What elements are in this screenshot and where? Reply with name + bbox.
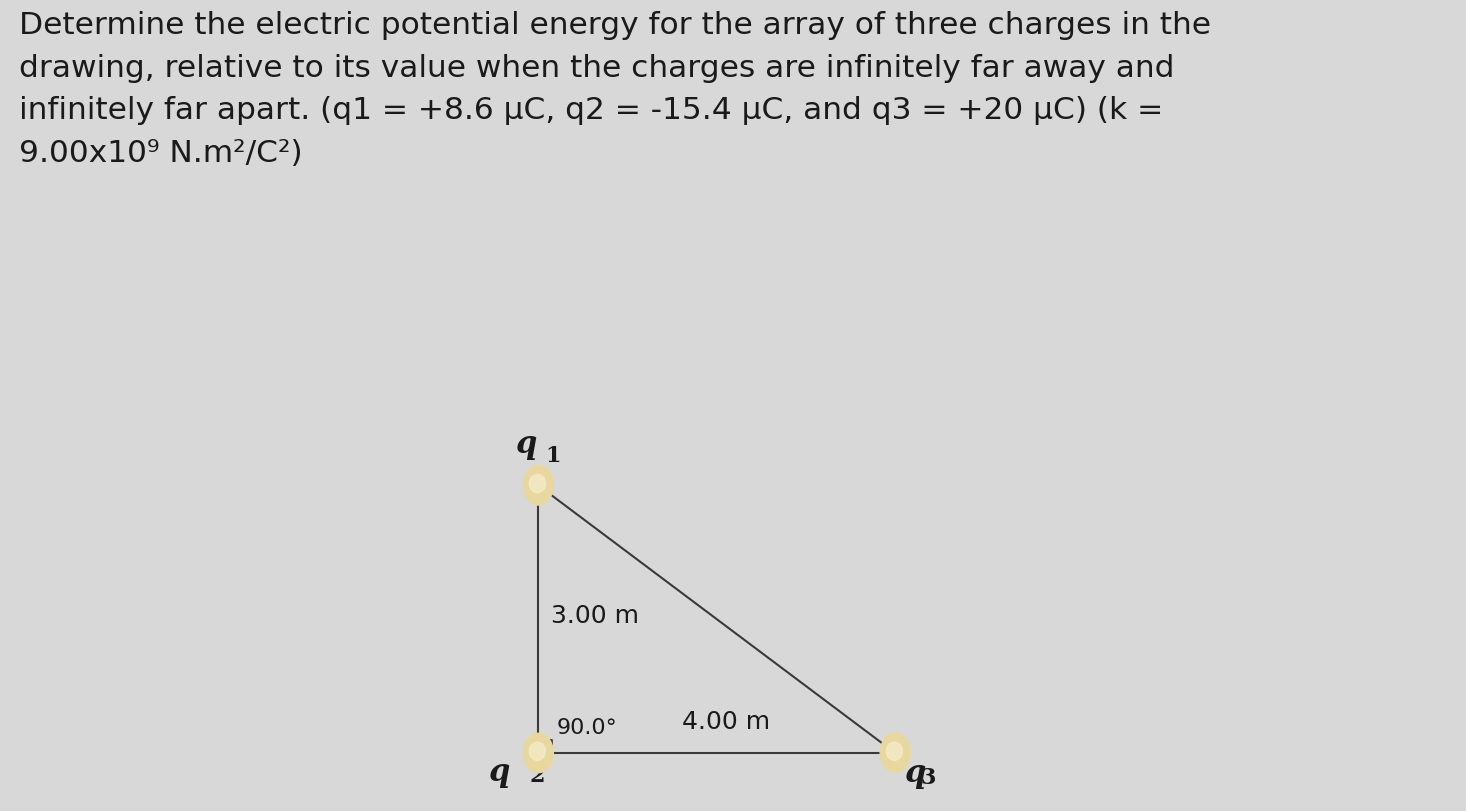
Text: Determine the electric potential energy for the array of three charges in the
dr: Determine the electric potential energy … bbox=[19, 11, 1211, 168]
Ellipse shape bbox=[523, 733, 553, 773]
Text: 3: 3 bbox=[921, 766, 935, 788]
Ellipse shape bbox=[880, 733, 910, 773]
Text: 4.00 m: 4.00 m bbox=[682, 710, 770, 733]
Text: 2: 2 bbox=[529, 764, 545, 786]
Text: 90.0°: 90.0° bbox=[556, 717, 617, 737]
Ellipse shape bbox=[885, 742, 903, 761]
Text: q: q bbox=[905, 757, 925, 788]
Text: q: q bbox=[488, 756, 510, 787]
Ellipse shape bbox=[523, 466, 553, 505]
Text: 3.00 m: 3.00 m bbox=[551, 603, 639, 627]
Text: q: q bbox=[515, 428, 537, 459]
Ellipse shape bbox=[529, 742, 545, 761]
Text: 1: 1 bbox=[545, 444, 561, 466]
Ellipse shape bbox=[529, 474, 545, 493]
